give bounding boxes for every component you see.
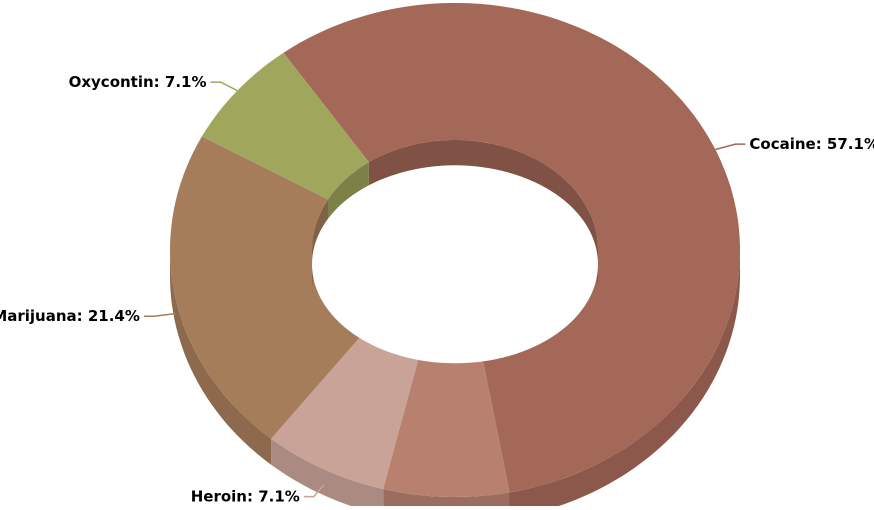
slice-outer-wall-heroin [271, 438, 384, 510]
leader-line-heroin [303, 484, 325, 498]
slice-outer-wall-crack [383, 489, 510, 510]
slice-crack [383, 356, 510, 497]
slice-oxycontin [201, 52, 369, 200]
leader-line-oxycontin [210, 81, 238, 92]
data-label-marijuana: Marijuana: 21.4% [0, 307, 140, 325]
data-label-oxycontin: Oxycontin: 7.1% [69, 73, 207, 91]
data-label-cocaine: Cocaine: 57.1% [749, 135, 874, 153]
slice-cocaine [283, 3, 740, 493]
data-label-heroin: Heroin: 7.1% [191, 488, 300, 506]
leader-line-marijuana [143, 312, 176, 317]
slice-outer-wall-marijuana [170, 250, 272, 465]
slice-heroin [271, 334, 419, 489]
slice-marijuana [170, 136, 363, 439]
donut-hole [312, 165, 598, 364]
leader-line-cocaine [715, 143, 746, 151]
slice-outer-wall-cocaine [509, 250, 740, 510]
